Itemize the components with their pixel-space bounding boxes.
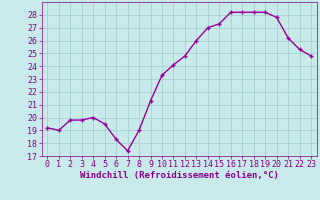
X-axis label: Windchill (Refroidissement éolien,°C): Windchill (Refroidissement éolien,°C) [80, 171, 279, 180]
